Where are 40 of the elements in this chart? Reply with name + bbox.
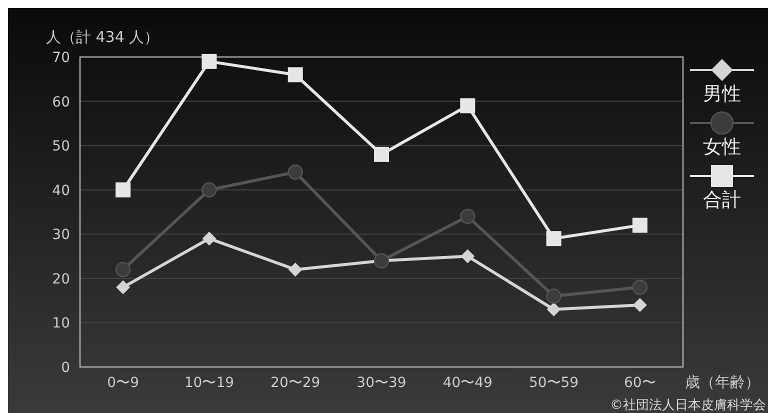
point bbox=[116, 280, 130, 294]
point bbox=[202, 182, 217, 198]
point bbox=[374, 146, 389, 162]
point bbox=[546, 288, 562, 304]
y-axis-title: 人（計 434 人） bbox=[46, 28, 160, 46]
point bbox=[632, 280, 648, 295]
point bbox=[460, 249, 475, 264]
legend-label: 男性 bbox=[703, 83, 741, 105]
point bbox=[546, 231, 562, 246]
point bbox=[116, 182, 131, 198]
legend-label: 合計 bbox=[703, 189, 741, 211]
y-tick-label: 10 bbox=[52, 316, 70, 332]
y-tick-label: 30 bbox=[52, 227, 70, 244]
point bbox=[288, 164, 303, 180]
point bbox=[632, 218, 648, 233]
x-tick-label: 10〜19 bbox=[184, 375, 234, 391]
point bbox=[115, 262, 131, 278]
x-tick-label: 30〜39 bbox=[356, 375, 406, 391]
point bbox=[460, 98, 476, 114]
point bbox=[546, 302, 561, 316]
y-tick-label: 20 bbox=[52, 271, 70, 288]
x-tick-label: 50〜59 bbox=[528, 375, 579, 391]
y-tick-label: 70 bbox=[52, 50, 70, 66]
y-tick-label: 40 bbox=[52, 182, 70, 199]
point bbox=[460, 208, 476, 224]
legend-label: 女性 bbox=[703, 136, 741, 158]
x-axis-title: 歳（年齢） bbox=[685, 373, 760, 391]
x-tick-label: 20〜29 bbox=[270, 375, 320, 391]
point bbox=[202, 232, 216, 246]
x-tick-label: 40〜49 bbox=[442, 375, 492, 391]
text: ©社団法人日本皮膚科学会 bbox=[610, 398, 766, 413]
point bbox=[202, 54, 217, 69]
y-tick-label: 50 bbox=[52, 138, 70, 155]
x-tick-label: 0〜9 bbox=[107, 375, 139, 391]
point bbox=[288, 67, 303, 82]
y-tick-label: 0 bbox=[61, 360, 70, 376]
x-tick-label: 60〜 bbox=[624, 375, 656, 391]
point bbox=[632, 298, 647, 312]
point bbox=[288, 262, 302, 277]
y-tick-label: 60 bbox=[52, 94, 70, 110]
